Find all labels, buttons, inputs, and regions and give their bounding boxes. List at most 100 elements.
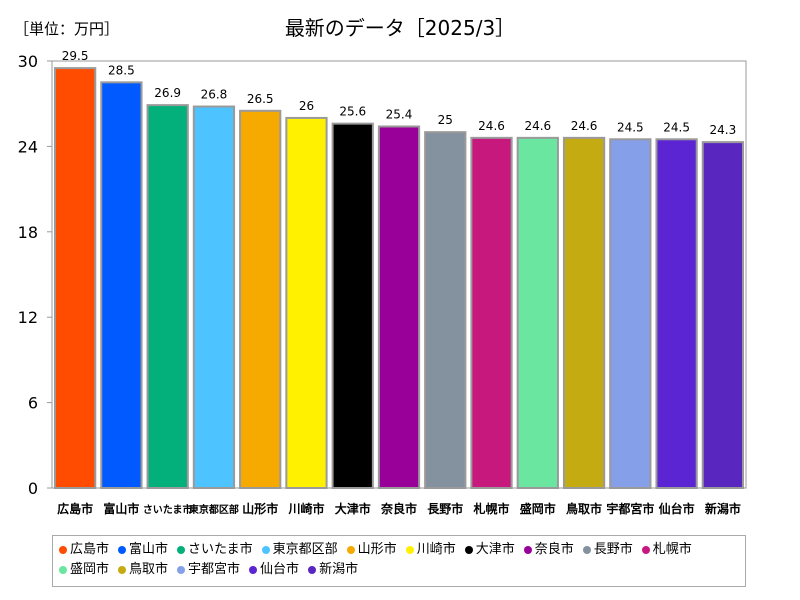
bar [54, 67, 97, 489]
legend-label: 東京都区部 [272, 542, 338, 557]
bars [54, 67, 745, 490]
legend-swatch [59, 546, 67, 554]
x-tick-label: 新潟市 [705, 501, 741, 516]
unit-label: ［単位：万円］ [14, 20, 120, 38]
legend-item: 大津市 [464, 540, 515, 560]
bar [285, 116, 328, 490]
bar [331, 122, 374, 489]
x-tick-label: 東京都区部 [189, 503, 239, 516]
legend-label: 川崎市 [416, 542, 456, 557]
legend-label: 広島市 [70, 542, 110, 557]
legend-label: 長野市 [593, 542, 633, 557]
legend-label: 新潟市 [319, 562, 359, 577]
legend-label: 大津市 [475, 542, 515, 557]
bar-chart: 0 6 12 18 24 30 29.5 28.5 26.9 26.8 26.5 26 25.6 25.… [18, 49, 747, 516]
legend-swatch [249, 566, 258, 574]
legend-item: 宇都宮市 [177, 560, 240, 580]
legend-item: 東京都区部 [261, 540, 338, 560]
bar [701, 141, 745, 489]
x-tick-label: 大津市 [335, 501, 371, 516]
x-tick-label: 札幌市 [473, 501, 510, 516]
x-tick-label: 宇都宮市 [606, 501, 654, 516]
value-label: 28.5 [108, 63, 135, 77]
value-label: 24.6 [478, 119, 505, 133]
bar [609, 138, 652, 490]
x-tick-label: 奈良市 [380, 501, 417, 516]
legend-swatch [464, 546, 473, 554]
x-tick-label: 仙台市 [659, 501, 695, 516]
legend-swatch [177, 546, 186, 554]
legend-swatch [641, 546, 650, 554]
y-tick-label: 30 [18, 52, 38, 71]
legend: 広島市 富山市 さいたま市 東京都区部 山形市 川崎市 大津市 奈良市 長野市 札幌市盛岡市 鳥取市… [52, 535, 746, 587]
y-tick-label: 0 [28, 479, 38, 498]
legend-label: 盛岡市 [70, 562, 110, 577]
legend-item: 長野市 [582, 540, 633, 560]
legend-swatch [118, 546, 127, 554]
value-label: 24.5 [617, 120, 644, 134]
legend-label: さいたま市 [188, 542, 253, 557]
legend-swatch [118, 566, 127, 574]
value-label: 29.5 [62, 49, 89, 63]
x-tick-label: 広島市 [57, 501, 93, 516]
legend-swatch [308, 566, 317, 574]
legend-swatch [582, 546, 591, 554]
legend-swatch [346, 546, 355, 554]
legend-label: 奈良市 [534, 542, 574, 557]
legend-item: 新潟市 [308, 560, 358, 580]
value-label: 25.4 [386, 107, 413, 121]
value-label: 25 [438, 113, 453, 127]
legend-label: 仙台市 [260, 562, 300, 577]
value-label: 26.5 [247, 92, 274, 106]
legend-label: 山形市 [357, 542, 397, 557]
legend-label: 宇都宮市 [188, 562, 241, 577]
legend-label: 富山市 [129, 542, 169, 557]
x-tick-label: 山形市 [242, 501, 278, 516]
legend-item: 山形市 [346, 540, 397, 560]
value-label: 25.6 [339, 105, 366, 119]
legend-label: 鳥取市 [129, 562, 169, 577]
value-label: 26 [299, 99, 314, 113]
legend-swatch [59, 566, 67, 574]
bar [424, 131, 467, 490]
bar [655, 138, 698, 490]
legend-item: 富山市 [118, 540, 168, 560]
x-tick-label: 鳥取市 [566, 501, 602, 516]
value-label: 24.6 [524, 119, 551, 133]
y-tick-label: 24 [18, 137, 38, 156]
legend-item: 札幌市 [641, 540, 692, 560]
y-tick-label: 6 [28, 394, 38, 413]
legend-item: 川崎市 [405, 540, 456, 560]
x-tick-label: 川崎市 [287, 501, 324, 516]
legend-swatch [405, 546, 414, 554]
x-tick-label: さいたま市 [143, 503, 193, 516]
bar [562, 136, 606, 490]
chart-title: 最新のデータ［2025/3］ [284, 16, 516, 40]
y-tick-label: 12 [18, 308, 38, 327]
x-tick-label: 盛岡市 [520, 501, 556, 516]
legend-swatch [523, 546, 532, 554]
value-labels: 29.5 28.5 26.9 26.8 26.5 26 25.6 25.4 25 24.6 24.6… [62, 49, 736, 137]
legend-swatch [177, 566, 186, 574]
bar [239, 109, 282, 489]
value-label: 24.3 [710, 123, 737, 137]
value-label: 24.5 [663, 120, 690, 134]
legend-item: 広島市 [59, 540, 109, 560]
bar [470, 136, 513, 490]
y-axis: 0 6 12 18 24 30 [18, 52, 52, 498]
legend-item: 奈良市 [523, 540, 574, 560]
value-label: 24.6 [571, 119, 598, 133]
value-label: 26.8 [201, 88, 228, 102]
legend-label: 札幌市 [652, 542, 692, 557]
bar [516, 136, 559, 490]
bar [146, 104, 189, 490]
legend-item: 鳥取市 [118, 560, 168, 580]
legend-item: 仙台市 [249, 560, 299, 580]
value-label: 26.9 [154, 86, 181, 100]
bar [100, 81, 143, 489]
bar [192, 105, 236, 490]
legend-swatch [261, 546, 270, 554]
x-tick-label: 長野市 [427, 501, 463, 516]
legend-item: さいたま市 [177, 540, 253, 560]
